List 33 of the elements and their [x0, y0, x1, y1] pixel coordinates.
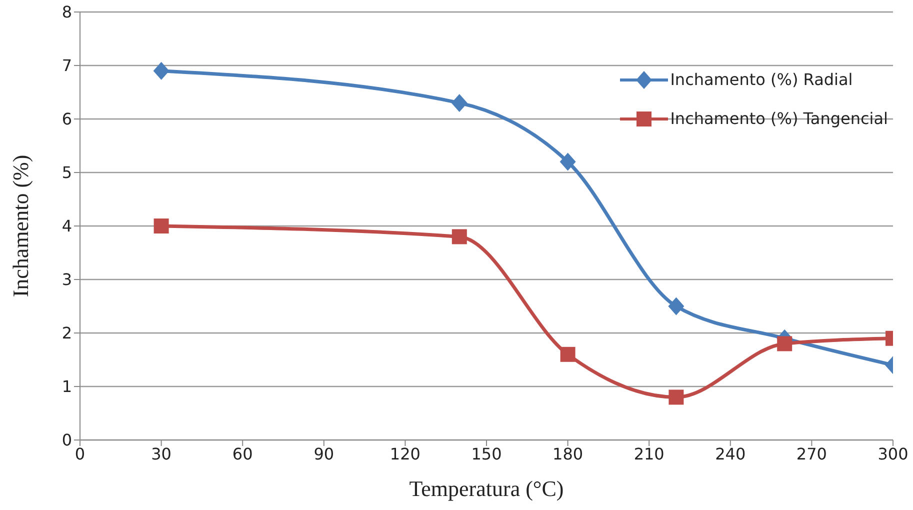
x-tick-label: 30	[151, 444, 172, 464]
point	[777, 336, 792, 352]
y-tick-label: 6	[62, 110, 72, 129]
x-tick-label: 90	[314, 444, 334, 464]
x-tick-label: 0	[74, 444, 86, 464]
point	[452, 229, 467, 244]
x-tick-label: 120	[390, 444, 420, 464]
y-tick-label: 8	[62, 2, 72, 22]
y-axis-title: Inchamento (%)	[8, 154, 33, 298]
x-tick-label: 180	[552, 444, 584, 464]
y-tick-label: 5	[62, 163, 72, 182]
x-tick-label: 150	[471, 444, 502, 464]
x-tick-label: 210	[634, 444, 664, 464]
legend-label: Inchamento (%) Tangencial	[670, 109, 888, 128]
y-tick-label: 7	[62, 56, 72, 76]
point	[560, 152, 576, 171]
x-axis-title: Temperatura (°C)	[409, 476, 564, 501]
point	[451, 94, 468, 112]
legend-label: Inchamento (%) Radial	[670, 70, 853, 89]
y-tick-label: 1	[62, 377, 72, 396]
x-tick-label: 270	[796, 444, 827, 464]
point	[668, 297, 684, 316]
y-tick-label: 2	[62, 324, 72, 343]
y-tick-label: 3	[62, 270, 72, 290]
x-tick-label: 240	[715, 444, 746, 464]
point	[153, 62, 170, 80]
y-tick-label: 0	[62, 430, 72, 450]
x-tick-label: 60	[232, 444, 253, 464]
x-tick-label: 300	[878, 444, 908, 464]
point	[668, 390, 684, 405]
y-tick-label: 4	[62, 216, 72, 236]
point	[154, 218, 169, 234]
point	[560, 346, 576, 362]
